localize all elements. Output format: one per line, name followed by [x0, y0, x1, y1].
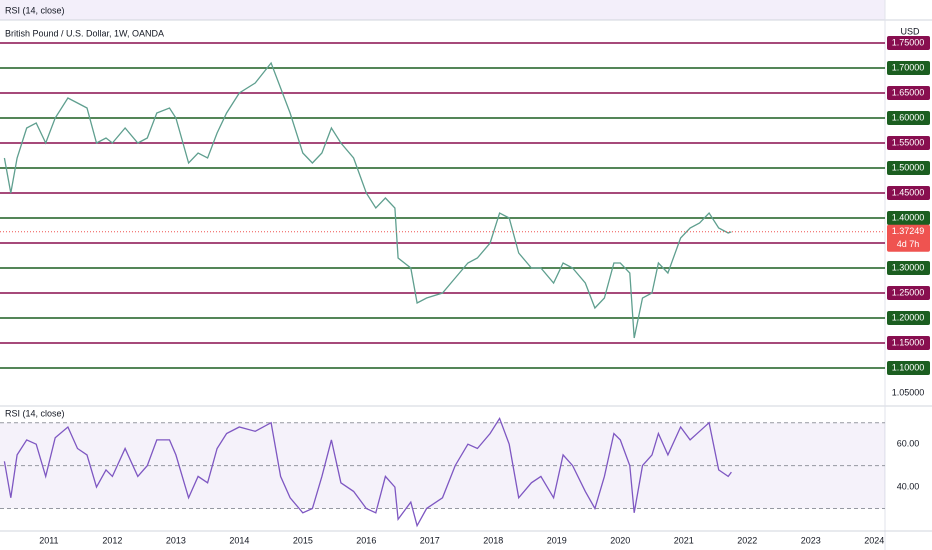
level-label-bg [887, 311, 930, 325]
y-tick-label: 1.10000 [892, 362, 925, 372]
y-tick-label: 1.25000 [892, 287, 925, 297]
chart-title: British Pound / U.S. Dollar, 1W, OANDA [5, 28, 164, 38]
y-tick-label: 1.45000 [892, 187, 925, 197]
y-tick-label: 1.05000 [892, 387, 925, 397]
level-label-bg [887, 211, 930, 225]
level-label-bg [887, 36, 930, 50]
x-tick-label: 2020 [610, 535, 630, 545]
rsi-line [3, 416, 732, 528]
rsi-title: RSI (14, close) [5, 408, 65, 418]
level-label-bg [887, 161, 930, 175]
level-label-bg [887, 186, 930, 200]
level-label-bg [887, 286, 930, 300]
y-tick-label: 1.30000 [892, 262, 925, 272]
x-tick-label: 2013 [166, 535, 186, 545]
level-label-bg [887, 361, 930, 375]
last-price-bg [887, 224, 930, 252]
x-tick-label: 2023 [801, 535, 821, 545]
y-tick-label: 1.60000 [892, 112, 925, 122]
level-label-bg [887, 111, 930, 125]
countdown: 4d 7h [897, 239, 920, 249]
level-label-bg [887, 261, 930, 275]
price-line [3, 61, 732, 339]
x-tick-label: 2024 [864, 535, 884, 545]
x-tick-label: 2015 [293, 535, 313, 545]
last-price-label: 1.37249 [892, 226, 925, 236]
x-tick-label: 2019 [547, 535, 567, 545]
x-tick-label: 2011 [39, 535, 58, 545]
y-tick-label: 1.15000 [892, 337, 925, 347]
x-tick-label: 2017 [420, 535, 440, 545]
y-tick-label: 1.65000 [892, 87, 925, 97]
x-tick-label: 2021 [674, 535, 694, 545]
x-tick-label: 2016 [356, 535, 376, 545]
y2-tick-label: 40.00 [897, 481, 920, 491]
y-tick-label: 1.75000 [892, 37, 925, 47]
mini-rsi-title: RSI (14, close) [5, 5, 65, 15]
x-tick-label: 2022 [737, 535, 757, 545]
y-tick-label: 1.20000 [892, 312, 925, 322]
level-label-bg [887, 336, 930, 350]
level-label-bg [887, 136, 930, 150]
y-tick-label: 1.55000 [892, 137, 925, 147]
y-tick-label: 1.70000 [892, 62, 925, 72]
y-tick-label: 1.40000 [892, 212, 925, 222]
level-label-bg [887, 61, 930, 75]
currency: USD [900, 26, 920, 36]
y2-tick-label: 60.00 [897, 439, 920, 449]
y-tick-label: 1.50000 [892, 162, 925, 172]
x-tick-label: 2018 [483, 535, 503, 545]
x-tick-label: 2014 [229, 535, 249, 545]
level-label-bg [887, 86, 930, 100]
x-tick-label: 2012 [102, 535, 122, 545]
mini-rsi-band [0, 0, 885, 20]
